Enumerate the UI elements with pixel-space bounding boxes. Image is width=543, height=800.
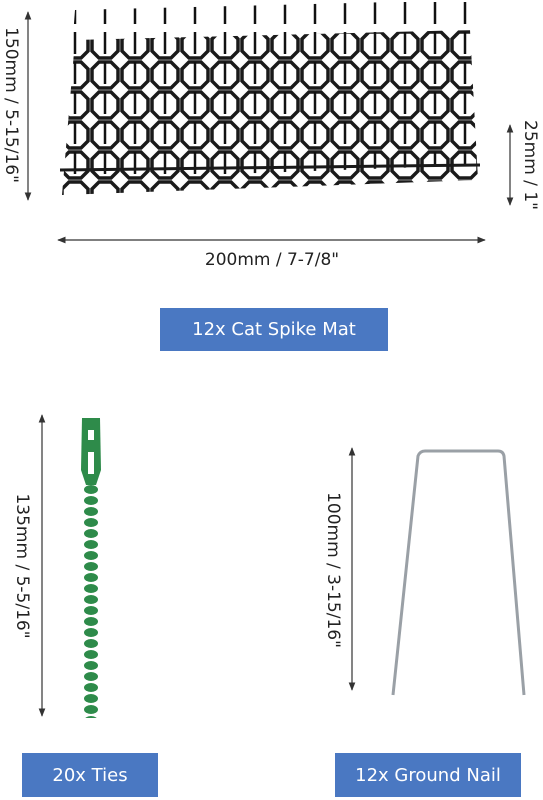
nail-length-label: 100mm / 3-15/16" xyxy=(323,492,343,648)
ties-button-label: 20x Ties xyxy=(52,765,127,786)
ground-nail xyxy=(391,449,526,696)
cable-tie xyxy=(81,418,101,718)
spike-mat xyxy=(59,0,481,195)
tie-length-label: 135mm / 5-5/16" xyxy=(12,493,32,638)
mat-button-label: 12x Cat Spike Mat xyxy=(192,319,356,340)
spike-height-label: 25mm / 1" xyxy=(520,120,540,210)
nail-button-label: 12x Ground Nail xyxy=(355,765,501,786)
ties-button: 20x Ties xyxy=(22,753,158,797)
mat-height-label: 150mm / 5-15/16" xyxy=(1,27,21,183)
mat-button: 12x Cat Spike Mat xyxy=(160,308,388,351)
nail-button: 12x Ground Nail xyxy=(335,753,521,797)
mat-width-label: 200mm / 7-7/8" xyxy=(205,250,339,270)
